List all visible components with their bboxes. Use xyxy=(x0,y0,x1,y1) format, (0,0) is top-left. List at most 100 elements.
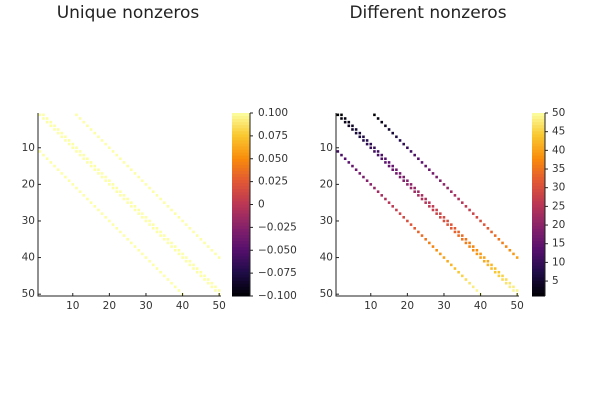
colorbar-segment xyxy=(232,198,250,202)
colorbar-segment xyxy=(532,192,545,196)
heatmap-cell xyxy=(115,153,118,157)
heatmap-cell xyxy=(170,241,173,245)
colorbar-segment xyxy=(532,262,545,266)
heatmap-cell xyxy=(340,113,343,117)
colorbar-segment xyxy=(232,161,250,166)
heatmap-cell xyxy=(347,120,351,124)
heatmap-cell xyxy=(173,248,177,252)
colorbar-segment xyxy=(232,259,250,263)
colorbar-segment xyxy=(532,152,545,157)
colorbar-segment xyxy=(532,256,545,260)
heatmap-cell xyxy=(203,278,206,281)
heatmap-cell xyxy=(420,234,424,237)
heatmap-cell xyxy=(347,124,351,128)
heatmap-cell xyxy=(152,223,155,226)
heatmap-cell xyxy=(450,227,453,230)
heatmap-cell xyxy=(468,208,471,212)
heatmap-cell xyxy=(373,150,376,153)
colorbar-tick-label: 0.075 xyxy=(258,130,288,142)
colorbar-segment xyxy=(532,210,545,215)
heatmap-cell xyxy=(199,270,203,274)
heatmap-cell xyxy=(177,289,181,292)
heatmap-cell xyxy=(362,135,365,139)
heatmap-cell xyxy=(82,153,86,157)
x-tick-label: 30 xyxy=(437,300,450,312)
heatmap-cell xyxy=(504,278,508,281)
heatmap-cell xyxy=(144,183,148,186)
heatmap-cell xyxy=(133,172,137,175)
heatmap-cell xyxy=(45,120,49,124)
heatmap-cell xyxy=(402,179,405,182)
heatmap-cell xyxy=(406,179,409,182)
colorbar-segment xyxy=(532,155,545,160)
heatmap-cell xyxy=(148,223,151,226)
colorbar-tick-label: 0.050 xyxy=(258,153,288,165)
colorbar-segment xyxy=(532,180,545,184)
heatmap-cell xyxy=(442,219,446,223)
colorbar-segment xyxy=(232,274,250,279)
heatmap-cell xyxy=(177,248,181,252)
heatmap-cell xyxy=(351,164,354,168)
heatmap-cell xyxy=(82,157,86,161)
heatmap-cell xyxy=(351,124,354,128)
heatmap-cell xyxy=(184,259,188,263)
heatmap-cell xyxy=(64,175,67,179)
heatmap-cell xyxy=(464,278,468,281)
colorbar-segment xyxy=(532,241,545,245)
colorbar-segment xyxy=(232,219,250,224)
heatmap-cell xyxy=(380,157,384,161)
heatmap-cell xyxy=(155,227,159,230)
colorbar-tick-label: 50 xyxy=(552,107,565,119)
colorbar-segment xyxy=(232,231,250,236)
colorbar-segment xyxy=(532,283,545,288)
heatmap-cell xyxy=(490,230,493,234)
heatmap-cell xyxy=(391,164,395,168)
heatmap-cell xyxy=(406,219,409,223)
heatmap-cell xyxy=(152,263,155,267)
colorbar-segment xyxy=(532,146,545,151)
colorbar-segment xyxy=(232,244,250,248)
heatmap-cell xyxy=(398,212,402,215)
heatmap-cell xyxy=(115,186,118,190)
heatmap-cell xyxy=(170,281,173,285)
colorbar-segment xyxy=(232,262,250,266)
colorbar-segment xyxy=(532,134,545,138)
colorbar-segment xyxy=(232,253,250,257)
heatmap-cell xyxy=(89,128,93,131)
heatmap-cell xyxy=(137,175,140,179)
colorbar-segment xyxy=(232,204,250,209)
colorbar-segment xyxy=(532,289,545,294)
heatmap-cell xyxy=(214,285,217,289)
colorbar-segment xyxy=(532,122,545,126)
heatmap-cell xyxy=(126,201,129,204)
heatmap-cell xyxy=(395,168,398,172)
heatmap-cell xyxy=(482,256,486,259)
heatmap-cell xyxy=(420,161,424,164)
colorbar-segment xyxy=(532,149,545,154)
colorbar-segment xyxy=(232,225,250,230)
colorbar-segment xyxy=(232,164,250,169)
heatmap-cell xyxy=(362,139,365,142)
heatmap-cell xyxy=(42,153,45,157)
heatmap-cell xyxy=(67,139,71,142)
heatmap-cell xyxy=(56,168,60,172)
heatmap-cell xyxy=(173,285,177,289)
heatmap-cell xyxy=(398,139,402,142)
colorbar-segment xyxy=(532,125,545,129)
heatmap-cell xyxy=(104,142,107,146)
heatmap-cell xyxy=(104,216,107,219)
heatmap-cell xyxy=(192,263,195,267)
heatmap-cell xyxy=(343,157,347,161)
heatmap-cell xyxy=(384,197,387,201)
colorbar-segment xyxy=(532,140,545,144)
heatmap-cell xyxy=(439,212,442,215)
colorbar-segment xyxy=(532,231,545,236)
colorbar-segment xyxy=(532,183,545,187)
heatmap-cell xyxy=(86,157,89,161)
heatmap-cell xyxy=(49,124,53,128)
heatmap-cell xyxy=(387,164,391,168)
heatmap-cell xyxy=(409,183,413,186)
x-tick-label: 20 xyxy=(401,300,414,312)
heatmap-cell xyxy=(170,208,173,212)
